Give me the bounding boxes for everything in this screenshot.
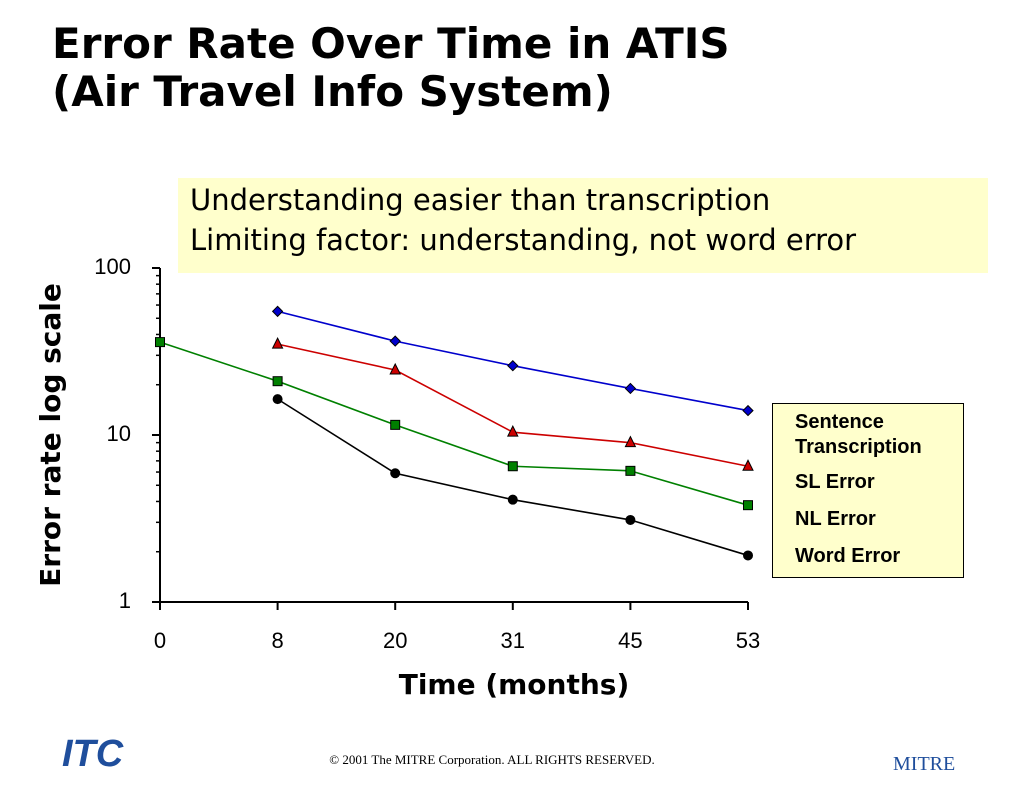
marker: [625, 514, 636, 525]
title-line: Error Rate Over Time in ATIS: [52, 19, 730, 68]
marker: [389, 335, 401, 347]
y-tick-label: 10: [107, 421, 131, 446]
callout-line: Limiting factor: understanding, not word…: [190, 223, 857, 257]
x-tick-label: 8: [271, 628, 283, 653]
callout-line: Understanding easier than transcription: [190, 183, 771, 217]
x-tick-label: 0: [154, 628, 166, 653]
footer: © 2001 The MITRE Corporation. ALL RIGHTS…: [329, 752, 655, 767]
y-tick-label: 100: [94, 254, 131, 279]
marker: [389, 362, 402, 375]
x-tick-label: 45: [618, 628, 642, 653]
title: Error Rate Over Time in ATIS (Air Travel…: [52, 20, 730, 116]
marker: [271, 305, 284, 318]
marker: [506, 425, 519, 437]
marker: [507, 461, 518, 472]
x-axis-label: Time (months): [399, 668, 630, 701]
legend-entry: Sentence Transcription: [795, 411, 922, 458]
marker: [624, 382, 637, 395]
legend: Sentence Transcription SL Error NL Error Wo…: [772, 403, 964, 578]
x-tick-label: 53: [736, 628, 760, 653]
marker: [390, 468, 401, 479]
legend-entry: NL Error: [795, 508, 876, 530]
y-tick-label: 1: [119, 588, 131, 613]
marker: [507, 494, 518, 505]
marker: [742, 459, 754, 471]
marker: [272, 376, 283, 387]
legend-entry: SL Error: [795, 471, 875, 493]
marker: [155, 337, 165, 348]
logo: ITC: [62, 733, 124, 775]
series-line: [159, 341, 749, 506]
x-tick-label: 20: [383, 628, 407, 653]
marker: [624, 435, 637, 448]
logo: MITRE: [893, 753, 956, 775]
marker: [742, 404, 754, 417]
legend-entry: Word Error: [795, 545, 901, 567]
marker: [271, 337, 284, 349]
marker: [743, 550, 753, 561]
marker: [390, 419, 401, 430]
callout: Understanding easier than transcription …: [178, 178, 988, 273]
y-axis-label: Error rate log scale: [34, 283, 67, 587]
marker: [743, 500, 753, 511]
marker: [625, 465, 636, 476]
marker: [507, 359, 519, 372]
title-line: (Air Travel Info System): [52, 67, 613, 116]
series-line: [277, 398, 749, 557]
x-tick-label: 31: [501, 628, 525, 653]
marker: [272, 394, 283, 405]
